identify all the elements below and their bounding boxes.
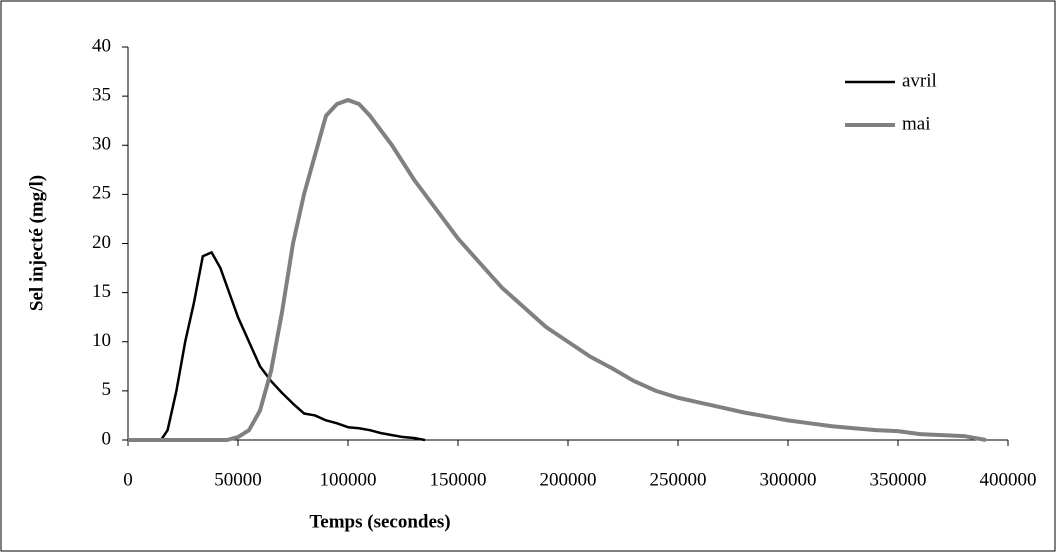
x-tick-label: 0 — [123, 469, 133, 490]
y-tick-label: 0 — [102, 428, 112, 449]
x-tick-label: 250000 — [650, 469, 707, 490]
y-tick-label: 5 — [102, 379, 112, 400]
legend-label: avril — [902, 70, 937, 91]
y-tick-label: 10 — [92, 330, 111, 351]
x-tick-label: 50000 — [214, 469, 262, 490]
data-line — [128, 98, 987, 442]
y-tick-label: 40 — [92, 35, 111, 56]
y-tick-label: 25 — [92, 183, 111, 204]
y-tick-label: 20 — [92, 232, 111, 253]
data-line — [128, 251, 426, 442]
x-tick-label: 150000 — [430, 469, 487, 490]
y-tick-label: 35 — [92, 84, 111, 105]
y-tick-label: 15 — [92, 281, 111, 302]
x-tick-label: 400000 — [980, 469, 1037, 490]
x-tick-label: 350000 — [870, 469, 927, 490]
x-tick-label: 100000 — [320, 469, 377, 490]
y-axis-title: Sel injecté (mg/l) — [26, 175, 47, 311]
y-tick-label: 30 — [92, 134, 111, 155]
x-axis-title: Temps (secondes) — [309, 511, 450, 532]
x-tick-label: 300000 — [760, 469, 817, 490]
x-tick-label: 200000 — [540, 469, 597, 490]
legend-label: mai — [902, 113, 931, 134]
